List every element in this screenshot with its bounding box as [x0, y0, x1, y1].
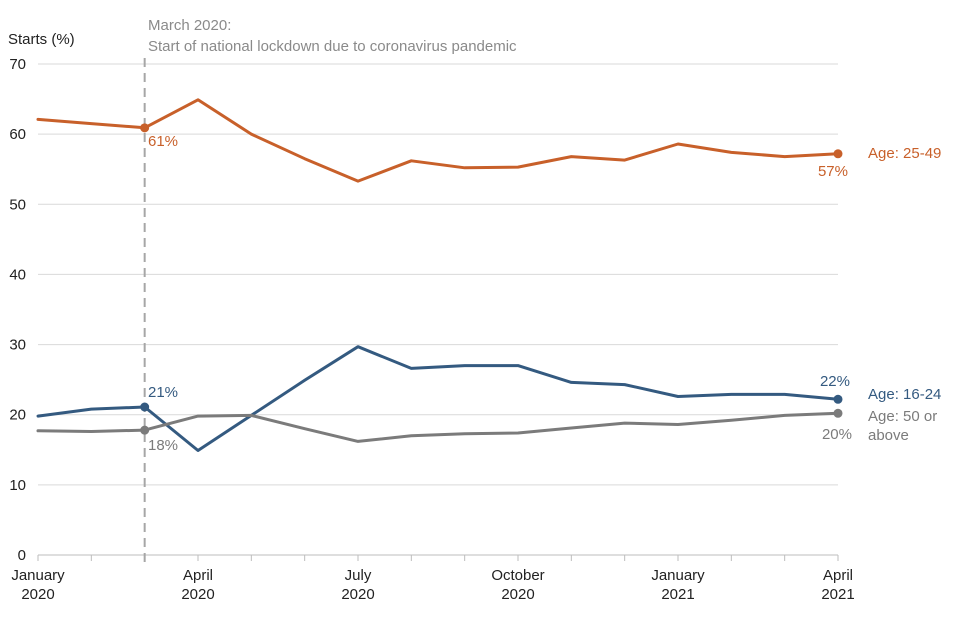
data-point-marker	[140, 402, 150, 412]
data-label: 18%	[148, 437, 178, 454]
y-tick-label: 60	[9, 126, 26, 143]
series-age-50-or-above: 18% 20% Age: 50 or above	[36, 408, 937, 454]
x-tick-label-year: 2021	[661, 586, 694, 603]
data-label: 22%	[820, 373, 850, 390]
series-age-16-24: 21% 22% Age: 16-24	[36, 345, 941, 452]
data-point-marker	[833, 149, 843, 159]
lockdown-annotation: March 2020: Start of national lockdown d…	[143, 17, 517, 563]
series-line	[36, 345, 840, 452]
x-tick-label-year: 2020	[501, 586, 534, 603]
legend-label: Age: 16-24	[868, 386, 941, 403]
x-tick-label-month: October	[491, 567, 544, 584]
data-point-marker	[140, 123, 150, 133]
x-tick-label-year: 2020	[181, 586, 214, 603]
x-tick-label-year: 2021	[821, 586, 854, 603]
gridlines	[38, 63, 838, 486]
x-tick-label-month: January	[651, 567, 705, 584]
series-age-25-49: 61% 57% Age: 25-49	[36, 98, 941, 183]
x-tick-label-year: 2020	[341, 586, 374, 603]
data-label: 57%	[818, 163, 848, 180]
x-axis-ticks: January 2020 April 2020 July 2020 October 2020 J…	[11, 555, 855, 603]
y-tick-label: 10	[9, 477, 26, 494]
y-axis-title: Starts (%)	[8, 31, 75, 48]
x-tick-label-year: 2020	[21, 586, 54, 603]
y-tick-label: 70	[9, 56, 26, 73]
x-tick-label-month: January	[11, 567, 65, 584]
legend-label: Age: 50 or	[868, 408, 937, 425]
y-tick-label: 0	[18, 547, 26, 564]
y-tick-label: 20	[9, 407, 26, 424]
data-point-marker	[140, 425, 150, 435]
data-point-marker	[833, 394, 843, 404]
x-tick-label-month: April	[823, 567, 853, 584]
data-label: 20%	[822, 426, 852, 443]
y-tick-label: 30	[9, 337, 26, 354]
y-tick-label: 40	[9, 266, 26, 283]
x-tick-label-month: July	[345, 567, 372, 584]
annotation-title: March 2020:	[148, 17, 231, 34]
annotation-description: Start of national lockdown due to corona…	[148, 38, 517, 55]
y-axis-tick-labels: 0 10 20 30 40 50 60 70	[9, 56, 26, 564]
series-line	[36, 411, 840, 443]
series-layer: 61% 57% Age: 25-49 21% 22% Age: 16-24 18% 20% Ag…	[36, 98, 941, 454]
data-label: 61%	[148, 133, 178, 150]
legend-label: Age: 25-49	[868, 145, 941, 162]
x-tick-label-month: April	[183, 567, 213, 584]
legend-label: above	[868, 427, 909, 444]
y-tick-label: 50	[9, 196, 26, 213]
data-label: 21%	[148, 384, 178, 401]
series-line	[36, 98, 840, 183]
data-point-marker	[833, 408, 843, 418]
